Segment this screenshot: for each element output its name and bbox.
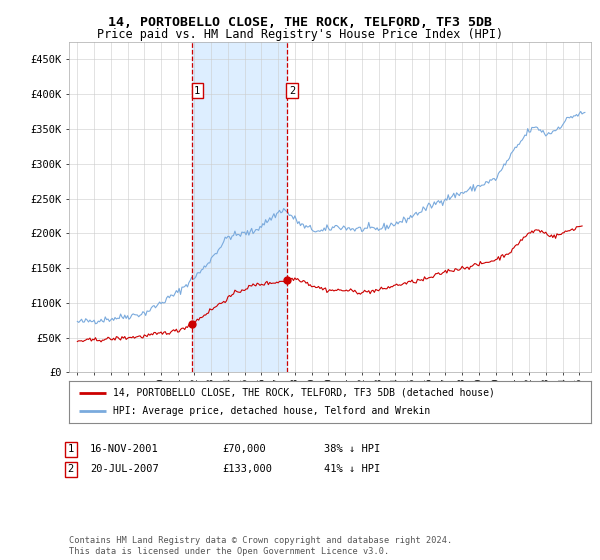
Text: 38% ↓ HPI: 38% ↓ HPI — [324, 444, 380, 454]
Text: HPI: Average price, detached house, Telford and Wrekin: HPI: Average price, detached house, Telf… — [113, 406, 431, 416]
Text: 1: 1 — [68, 444, 74, 454]
Text: 20-JUL-2007: 20-JUL-2007 — [90, 464, 159, 474]
Text: 2: 2 — [68, 464, 74, 474]
Text: 14, PORTOBELLO CLOSE, THE ROCK, TELFORD, TF3 5DB (detached house): 14, PORTOBELLO CLOSE, THE ROCK, TELFORD,… — [113, 388, 495, 398]
Text: 41% ↓ HPI: 41% ↓ HPI — [324, 464, 380, 474]
Text: 14, PORTOBELLO CLOSE, THE ROCK, TELFORD, TF3 5DB: 14, PORTOBELLO CLOSE, THE ROCK, TELFORD,… — [108, 16, 492, 29]
Text: 1: 1 — [194, 86, 200, 96]
Text: Contains HM Land Registry data © Crown copyright and database right 2024.
This d: Contains HM Land Registry data © Crown c… — [69, 536, 452, 556]
Text: £133,000: £133,000 — [222, 464, 272, 474]
Text: 2: 2 — [289, 86, 295, 96]
Bar — [193, 42, 287, 372]
Text: Price paid vs. HM Land Registry's House Price Index (HPI): Price paid vs. HM Land Registry's House … — [97, 28, 503, 41]
Text: £70,000: £70,000 — [222, 444, 266, 454]
Text: 16-NOV-2001: 16-NOV-2001 — [90, 444, 159, 454]
